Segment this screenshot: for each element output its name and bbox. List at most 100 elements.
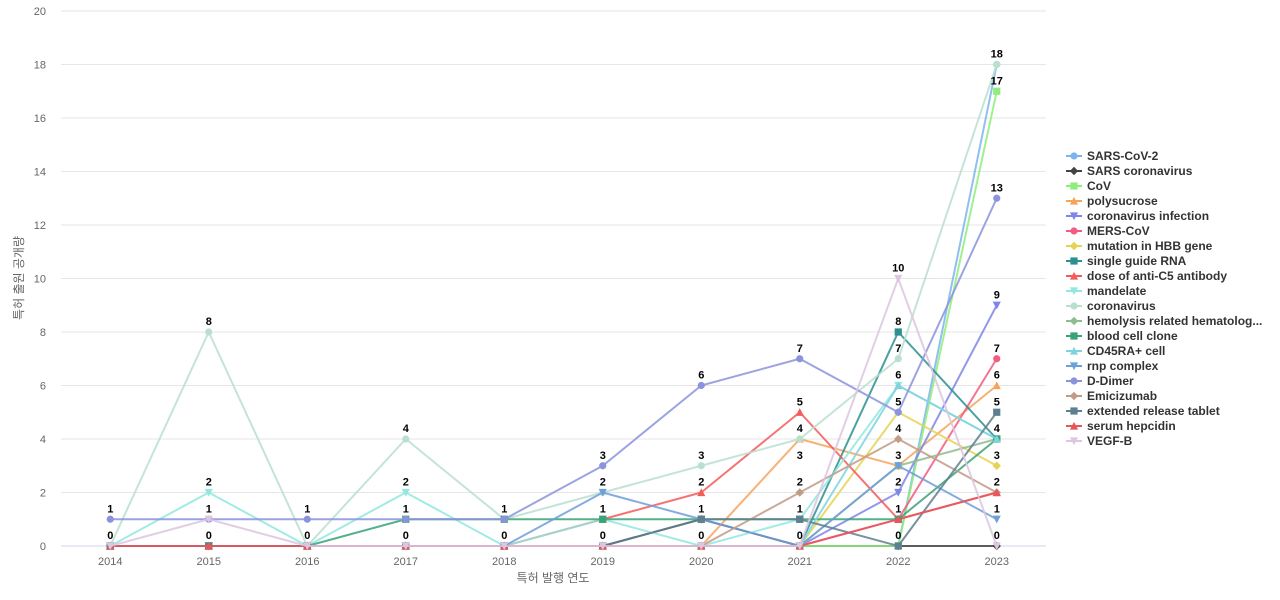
series-point[interactable] xyxy=(992,515,1001,524)
series-point[interactable] xyxy=(796,435,804,443)
legend-item[interactable]: VEGF-B xyxy=(1066,434,1133,448)
series-point[interactable] xyxy=(106,542,115,551)
legend-item[interactable]: extended release tablet xyxy=(1066,404,1220,418)
series-point[interactable] xyxy=(500,515,508,523)
legend-item[interactable]: SARS coronavirus xyxy=(1066,164,1193,178)
legend-item[interactable]: hemolysis related hematolog... xyxy=(1066,314,1262,328)
series-point[interactable] xyxy=(992,461,1001,470)
legend-swatch-marker[interactable] xyxy=(1069,391,1079,401)
series-point[interactable] xyxy=(795,542,804,551)
series-point[interactable] xyxy=(993,355,1001,363)
series-point[interactable] xyxy=(993,60,1001,69)
legend-swatch-marker[interactable] xyxy=(1070,377,1078,385)
series-point[interactable] xyxy=(993,194,1001,202)
series-point[interactable] xyxy=(992,488,1001,497)
series-point[interactable] xyxy=(697,515,705,523)
series-point[interactable] xyxy=(894,515,903,523)
series-point[interactable] xyxy=(992,301,1001,310)
legend-swatch-marker[interactable] xyxy=(1070,332,1078,340)
legend-swatch-marker[interactable] xyxy=(1069,212,1079,221)
legend-swatch-marker[interactable] xyxy=(1069,271,1079,280)
series-point[interactable] xyxy=(894,355,902,363)
series-point[interactable] xyxy=(697,462,705,470)
series-point[interactable] xyxy=(697,381,705,390)
series-point[interactable] xyxy=(402,435,410,443)
legend-swatch-marker[interactable] xyxy=(1069,287,1079,296)
legend-item[interactable]: rnp complex xyxy=(1066,359,1159,373)
series-line[interactable] xyxy=(109,384,998,547)
series-line[interactable] xyxy=(110,197,998,521)
series-line[interactable] xyxy=(110,304,998,547)
legend-swatch-marker[interactable] xyxy=(1070,152,1078,160)
series-point[interactable] xyxy=(401,542,410,551)
series-point[interactable] xyxy=(796,355,804,363)
legend-swatch-marker[interactable] xyxy=(1069,346,1079,355)
series-point[interactable] xyxy=(992,542,1001,551)
series-line[interactable] xyxy=(110,384,998,547)
legend-swatch-marker[interactable] xyxy=(1069,196,1079,205)
legend-item[interactable]: MERS-CoV xyxy=(1066,224,1150,238)
legend-swatch-marker[interactable] xyxy=(1070,227,1078,235)
legend-item[interactable]: mutation in HBB gene xyxy=(1066,239,1213,253)
legend-item[interactable]: SARS-CoV-2 xyxy=(1066,149,1159,163)
series-point[interactable] xyxy=(993,87,1001,95)
legend-item[interactable]: D-Dimer xyxy=(1066,374,1134,388)
series-point[interactable] xyxy=(796,515,804,523)
series-point[interactable] xyxy=(894,462,903,470)
series-point[interactable] xyxy=(401,488,410,497)
legend-item[interactable]: blood cell clone xyxy=(1066,329,1178,343)
series-point[interactable] xyxy=(894,381,903,390)
legend-swatch-marker[interactable] xyxy=(1069,316,1079,326)
series-line[interactable] xyxy=(110,384,998,547)
series-point[interactable] xyxy=(894,328,902,336)
series-point[interactable] xyxy=(402,515,410,523)
series-point[interactable] xyxy=(599,462,607,470)
legend-swatch-marker[interactable] xyxy=(1069,362,1079,371)
series-point[interactable] xyxy=(205,328,213,336)
series-point[interactable] xyxy=(303,542,312,551)
legend-swatch-marker[interactable] xyxy=(1070,407,1078,415)
legend-item[interactable]: coronavirus infection xyxy=(1066,209,1209,223)
series-point[interactable] xyxy=(697,542,706,551)
series-point[interactable] xyxy=(204,541,213,550)
series-point[interactable] xyxy=(894,434,903,444)
legend-item[interactable]: dose of anti-C5 antibody xyxy=(1066,269,1227,283)
series-point[interactable] xyxy=(795,408,804,416)
series-point[interactable] xyxy=(894,488,903,497)
series-point[interactable] xyxy=(303,515,311,523)
series-point[interactable] xyxy=(204,488,213,497)
series-line[interactable] xyxy=(110,64,998,547)
legend-swatch-marker[interactable] xyxy=(1069,437,1079,446)
series-point[interactable] xyxy=(894,542,902,550)
series-point[interactable] xyxy=(992,381,1001,390)
series-point[interactable] xyxy=(894,408,902,416)
series-point[interactable] xyxy=(795,488,804,497)
legend-swatch-marker[interactable] xyxy=(1069,421,1079,430)
series-point[interactable] xyxy=(894,274,903,283)
legend-item[interactable]: mandelate xyxy=(1066,284,1147,298)
series-point[interactable] xyxy=(599,515,607,523)
legend-swatch-marker[interactable] xyxy=(1070,182,1078,190)
series-point[interactable] xyxy=(500,542,509,551)
series-point[interactable] xyxy=(992,434,1001,443)
legend-swatch-marker[interactable] xyxy=(1070,257,1078,265)
legend-item[interactable]: single guide RNA xyxy=(1066,254,1187,268)
legend-swatch-marker[interactable] xyxy=(1070,302,1078,310)
legend-item[interactable]: coronavirus xyxy=(1066,299,1156,313)
series-point[interactable] xyxy=(106,515,114,523)
series-point[interactable] xyxy=(697,488,706,497)
legend-item[interactable]: polysucrose xyxy=(1066,194,1158,208)
series-line[interactable] xyxy=(110,91,998,547)
legend-item[interactable]: serum hepcidin xyxy=(1066,419,1176,433)
series-point[interactable] xyxy=(598,488,607,497)
legend-item[interactable]: CoV xyxy=(1066,179,1111,193)
series-point[interactable] xyxy=(993,408,1001,416)
legend-swatch-marker[interactable] xyxy=(1069,166,1079,176)
series-point[interactable] xyxy=(204,515,213,524)
series-line[interactable] xyxy=(109,64,998,547)
series-line[interactable] xyxy=(109,277,998,547)
series-point[interactable] xyxy=(598,542,607,551)
legend-swatch-marker[interactable] xyxy=(1069,241,1079,251)
legend-item[interactable]: Emicizumab xyxy=(1066,389,1157,403)
legend-item[interactable]: CD45RA+ cell xyxy=(1066,344,1165,358)
